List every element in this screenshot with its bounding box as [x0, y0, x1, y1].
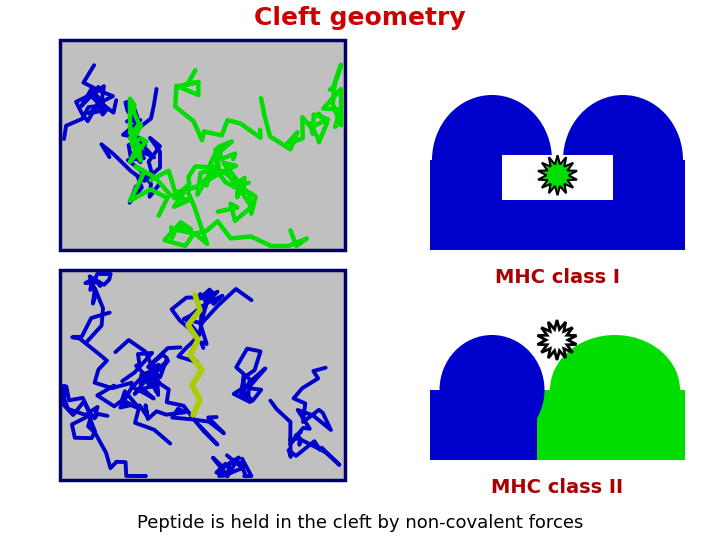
- Bar: [60, 40, 345, 250]
- Text: MHC class I: MHC class I: [495, 268, 620, 287]
- Text: MHC class II: MHC class II: [492, 478, 624, 497]
- Ellipse shape: [432, 95, 552, 225]
- Bar: [430, 390, 537, 460]
- Text: Peptide is held in the cleft by non-covalent forces: Peptide is held in the cleft by non-cova…: [137, 514, 583, 532]
- Text: Cleft geometry: Cleft geometry: [254, 6, 466, 30]
- Polygon shape: [538, 156, 577, 195]
- Ellipse shape: [439, 335, 544, 445]
- Ellipse shape: [550, 335, 680, 445]
- Bar: [60, 270, 345, 480]
- Ellipse shape: [563, 95, 683, 225]
- Bar: [537, 390, 685, 460]
- Bar: [502, 155, 613, 200]
- Bar: [430, 160, 685, 250]
